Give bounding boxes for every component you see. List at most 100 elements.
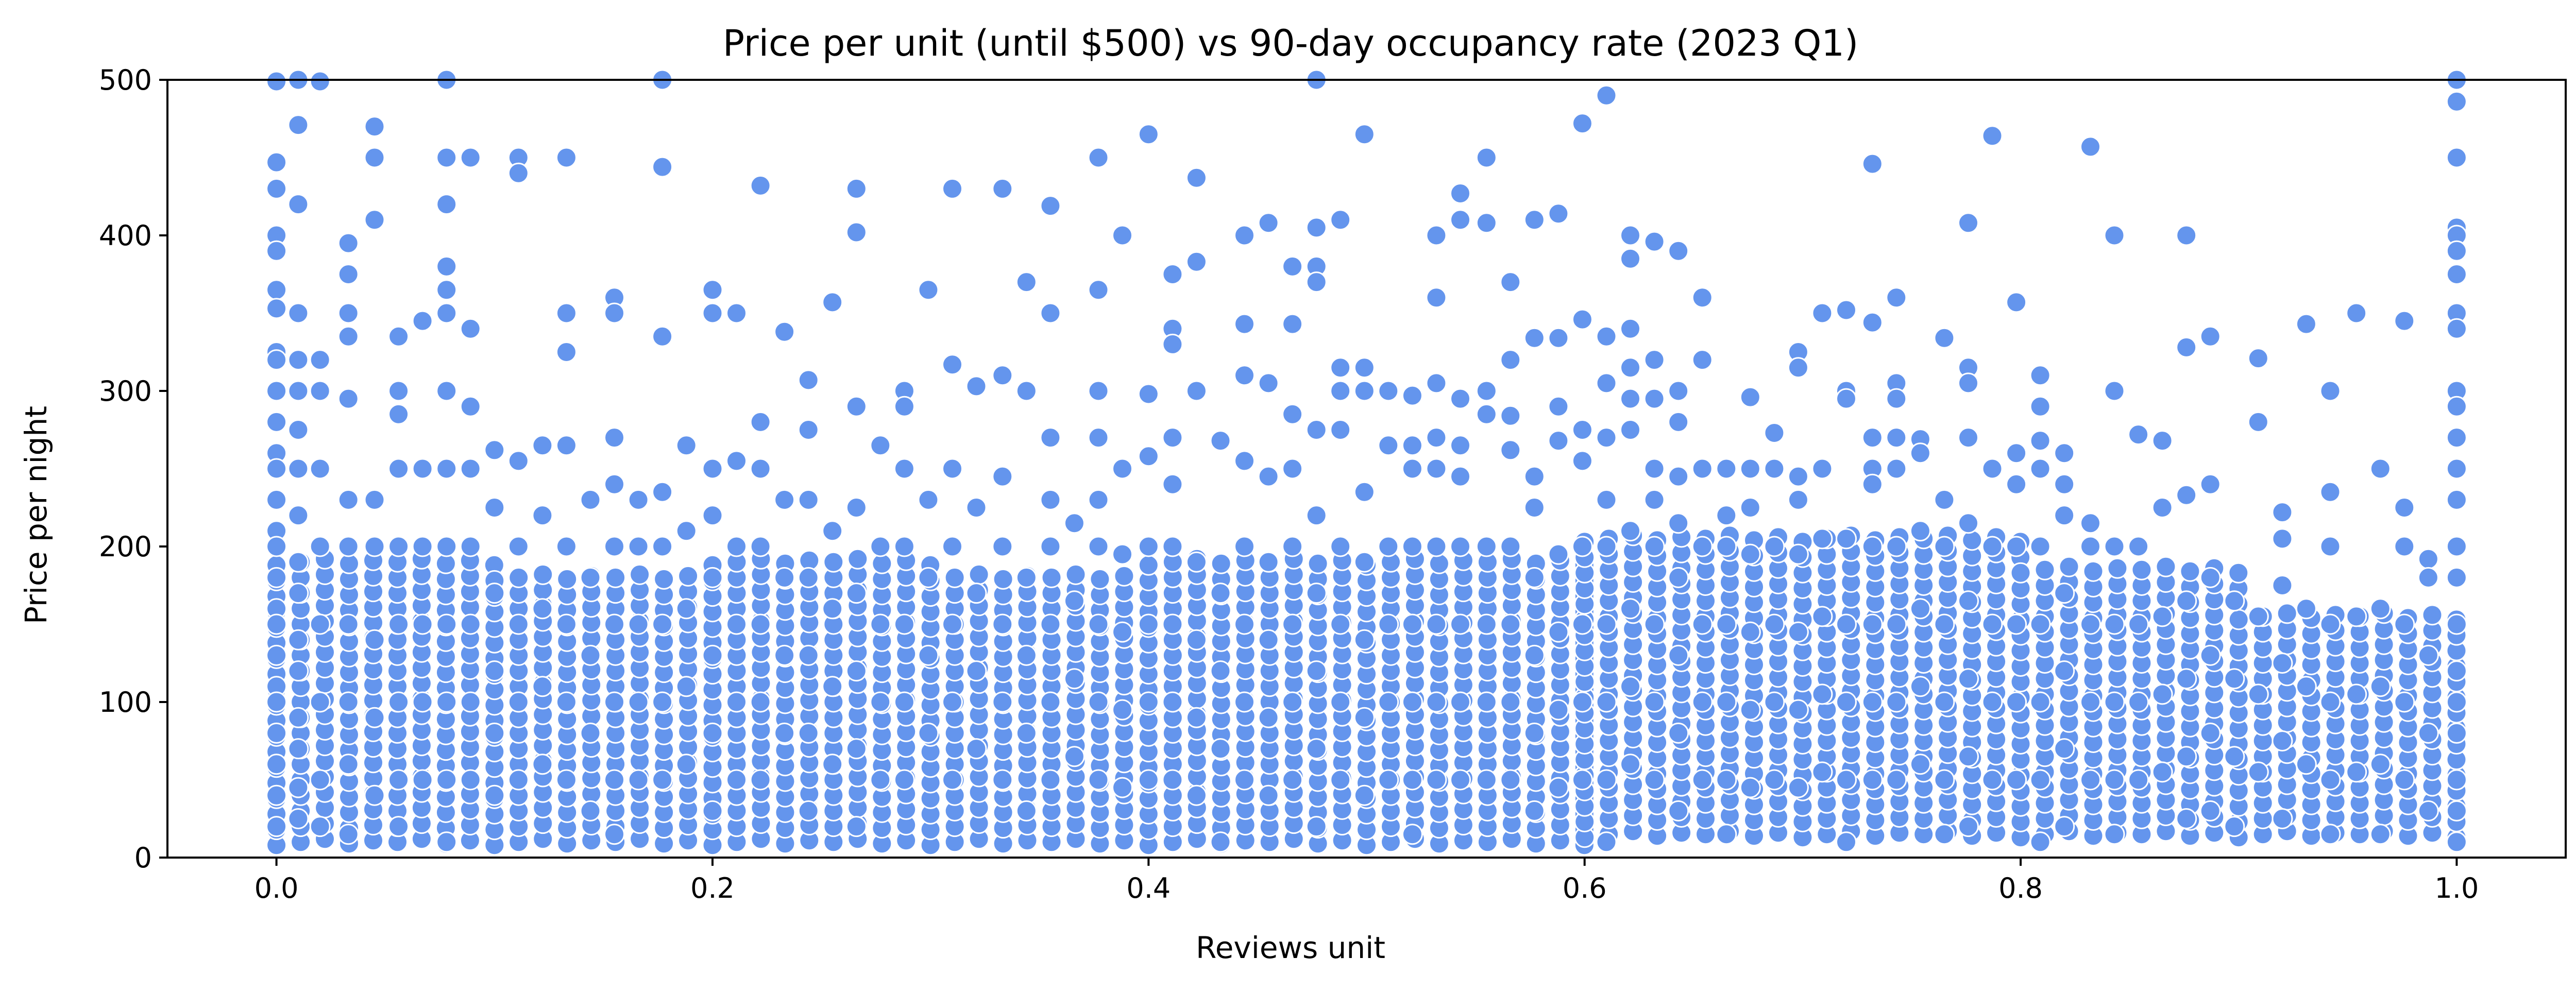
- scatter-point: [1811, 458, 1833, 480]
- scatter-point: [2179, 560, 2201, 582]
- scatter-point: [1426, 691, 1447, 713]
- scatter-point: [1138, 613, 1159, 635]
- scatter-point: [412, 458, 433, 480]
- scatter-point: [287, 458, 309, 480]
- scatter-point: [1764, 422, 1785, 443]
- scatter-point: [532, 435, 553, 456]
- scatter-point: [1234, 365, 1255, 386]
- y-ticks-layer: 0 100 200 300 400 500: [99, 64, 167, 874]
- scatter-point: [2176, 225, 2197, 246]
- scatter-point: [388, 326, 410, 347]
- scatter-point: [2224, 590, 2245, 612]
- scatter-point: [287, 302, 309, 324]
- scatter-point: [2446, 536, 2467, 557]
- scatter-point: [555, 769, 577, 791]
- scatter-point: [1282, 313, 1303, 335]
- scatter-point: [2369, 598, 2391, 620]
- scatter-point: [460, 769, 481, 791]
- scatter-point: [1450, 691, 1471, 713]
- scatter-point: [2029, 365, 2051, 386]
- scatter-point: [507, 691, 529, 713]
- scatter-point: [1861, 769, 1883, 791]
- scatter-point: [1981, 769, 2003, 791]
- scatter-point: [1668, 567, 1689, 588]
- scatter-point: [702, 458, 723, 480]
- scatter-point: [1401, 613, 1423, 635]
- x-tick-label: 0.2: [690, 872, 735, 904]
- scatter-point: [2394, 310, 2415, 332]
- scatter-point: [1162, 536, 1183, 557]
- scatter-point: [1306, 217, 1327, 238]
- scatter-point: [2006, 442, 2027, 464]
- scatter-point: [1138, 691, 1159, 713]
- scatter-point: [1088, 147, 1109, 168]
- scatter-point: [2082, 560, 2104, 582]
- scatter-point: [726, 450, 747, 472]
- scatter-point: [798, 722, 819, 744]
- scatter-point: [1909, 442, 1931, 464]
- scatter-point: [1306, 271, 1327, 293]
- scatter-point: [1015, 567, 1037, 588]
- scatter-point: [1571, 613, 1593, 635]
- scatter-point: [266, 644, 287, 666]
- scatter-point: [337, 536, 359, 557]
- scatter-point: [1476, 147, 1497, 168]
- scatter-point: [1787, 489, 1809, 510]
- scatter-point: [1811, 528, 1833, 550]
- scatter-point: [436, 302, 457, 324]
- scatter-point: [266, 411, 287, 433]
- scatter-point: [870, 435, 891, 456]
- scatter-point: [1138, 554, 1159, 576]
- scatter-point: [942, 691, 963, 713]
- scatter-point: [604, 769, 625, 791]
- scatter-point: [1088, 427, 1109, 449]
- scatter-point: [845, 221, 867, 243]
- scatter-point: [1112, 621, 1133, 643]
- scatter-point: [266, 279, 287, 301]
- scatter-point: [992, 466, 1013, 487]
- scatter-point: [1426, 613, 1447, 635]
- scatter-point: [893, 458, 915, 480]
- scatter-point: [1428, 553, 1450, 574]
- scatter-point: [1958, 746, 1979, 767]
- scatter-point: [2104, 824, 2125, 845]
- scatter-point: [1330, 769, 1351, 791]
- scatter-point: [1330, 536, 1351, 557]
- scatter-point: [847, 548, 869, 570]
- scatter-point: [1306, 419, 1327, 440]
- scatter-point: [1162, 473, 1183, 495]
- scatter-point: [507, 769, 529, 791]
- scatter-point: [580, 489, 601, 510]
- scatter-point: [2104, 225, 2125, 246]
- scatter-point: [507, 613, 529, 635]
- scatter-point: [1063, 590, 1085, 612]
- scatter-point: [1787, 621, 1809, 643]
- scatter-point: [1909, 754, 1931, 775]
- scatter-point: [1934, 824, 1955, 845]
- scatter-point: [918, 567, 939, 588]
- scatter-point: [2446, 722, 2467, 744]
- scatter-point: [1112, 458, 1133, 480]
- scatter-point: [484, 660, 505, 682]
- scatter-point: [942, 613, 963, 635]
- scatter-point: [388, 458, 410, 480]
- scatter-point: [2080, 512, 2101, 534]
- scatter-point: [2446, 396, 2467, 417]
- scatter-point: [1836, 613, 1857, 635]
- scatter-point: [1040, 536, 1061, 557]
- scatter-point: [287, 738, 309, 760]
- scatter-point: [675, 520, 697, 542]
- scatter-point: [2319, 769, 2341, 791]
- scatter-point: [992, 365, 1013, 386]
- scatter-point: [1306, 583, 1327, 604]
- y-axis-label: Price per night: [19, 406, 54, 624]
- scatter-point: [702, 644, 723, 666]
- scatter-point: [1739, 777, 1761, 798]
- scatter-point: [1089, 568, 1111, 590]
- scatter-point: [1861, 312, 1883, 333]
- scatter-point: [918, 644, 939, 666]
- scatter-point: [1958, 512, 1979, 534]
- scatter-point: [1811, 606, 1833, 627]
- scatter-point: [2128, 536, 2149, 557]
- scatter-point: [2151, 497, 2173, 518]
